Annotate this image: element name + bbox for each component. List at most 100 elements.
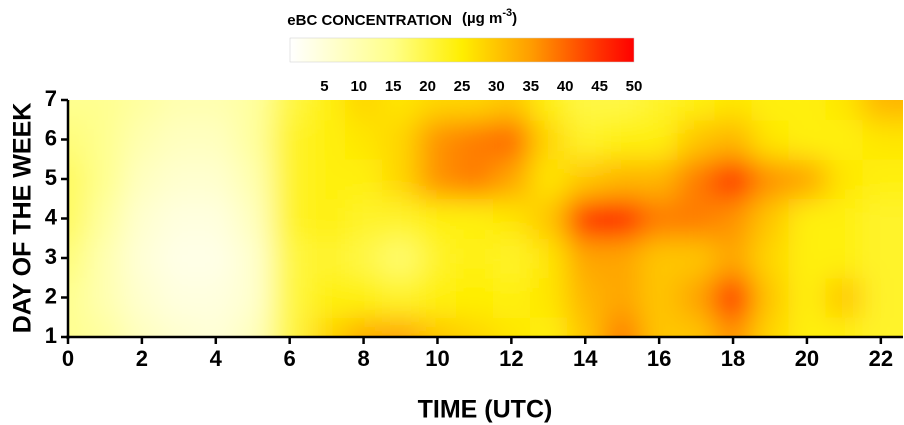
heatmap-cell xyxy=(86,277,124,318)
x-tick-label: 6 xyxy=(284,346,296,371)
heatmap-cell xyxy=(788,159,826,200)
heatmap-cell xyxy=(566,198,605,239)
heatmap-cell xyxy=(86,317,124,337)
heatmap-cell xyxy=(492,159,531,200)
y-tick-label: 5 xyxy=(45,165,57,190)
heatmap-cell xyxy=(308,277,346,318)
heatmap-cell xyxy=(714,119,753,160)
x-tick-label: 22 xyxy=(869,346,893,371)
heatmap-cell xyxy=(271,317,309,337)
y-tick-label: 2 xyxy=(45,283,57,308)
x-tick-label: 20 xyxy=(795,346,819,371)
heatmap-cell xyxy=(566,119,605,160)
heatmap-cell xyxy=(751,119,789,160)
heatmap-cell xyxy=(271,119,309,160)
heatmap-cell xyxy=(345,159,383,200)
heatmap-cell xyxy=(382,317,420,337)
heatmap-cell xyxy=(492,100,531,121)
heatmap-cell xyxy=(603,317,642,337)
heatmap-cell xyxy=(123,317,161,337)
heatmap-cell xyxy=(714,317,753,337)
heatmap-cell xyxy=(640,198,679,239)
heatmap-cell xyxy=(308,119,346,160)
heatmap-cell xyxy=(68,317,87,337)
heatmap-cell xyxy=(345,277,383,318)
heatmap-cell xyxy=(640,159,679,200)
heatmap-cell xyxy=(640,100,679,121)
heatmap-cell xyxy=(603,100,642,121)
heatmap-cell xyxy=(455,100,494,121)
heatmap-cell xyxy=(788,317,826,337)
y-tick-label: 3 xyxy=(45,244,57,269)
heatmap-cell xyxy=(529,119,568,160)
x-tick-label: 4 xyxy=(210,346,223,371)
heatmap-cell xyxy=(714,198,753,239)
heatmap-cell xyxy=(751,159,789,200)
heatmap-cell xyxy=(308,100,346,121)
heatmap-cell xyxy=(862,317,903,337)
heatmap-cell xyxy=(714,238,753,279)
heatmap-cell xyxy=(677,119,716,160)
y-tick-label: 4 xyxy=(45,204,58,229)
heatmap-cell xyxy=(418,277,457,318)
heatmap-cell xyxy=(566,317,605,337)
colorbar-tick-label: 50 xyxy=(626,78,643,95)
heatmap-cell xyxy=(492,198,531,239)
heatmap-cell xyxy=(529,198,568,239)
heatmap xyxy=(68,100,903,337)
heatmap-cell xyxy=(68,100,87,121)
heatmap-cell xyxy=(529,159,568,200)
heatmap-cell xyxy=(418,119,457,160)
heatmap-cell xyxy=(197,100,235,121)
heatmap-cell xyxy=(603,238,642,279)
colorbar-tick-label: 20 xyxy=(419,78,436,95)
colorbar-tick-label: 5 xyxy=(320,78,328,95)
heatmap-cell xyxy=(418,198,457,239)
heatmap-cell xyxy=(234,159,272,200)
heatmap-cell xyxy=(640,277,679,318)
heatmap-cell xyxy=(160,238,198,279)
heatmap-cell xyxy=(788,100,826,121)
heatmap-cell xyxy=(160,159,198,200)
heatmap-cell xyxy=(788,238,826,279)
y-tick-label: 1 xyxy=(45,323,57,348)
heatmap-cell xyxy=(234,119,272,160)
heatmap-cell xyxy=(382,119,420,160)
heatmap-cell xyxy=(86,198,124,239)
heatmap-cell xyxy=(492,119,531,160)
heatmap-cell xyxy=(714,100,753,121)
heatmap-cell xyxy=(123,119,161,160)
heatmap-cell xyxy=(566,100,605,121)
heatmap-cell xyxy=(677,317,716,337)
heatmap-cell xyxy=(455,317,494,337)
heatmap-cell xyxy=(234,277,272,318)
heatmap-cell xyxy=(455,277,494,318)
heatmap-cell xyxy=(382,198,420,239)
heatmap-cell xyxy=(234,198,272,239)
heatmap-cell xyxy=(345,198,383,239)
heatmap-cell xyxy=(271,100,309,121)
heatmap-cell xyxy=(123,100,161,121)
heatmap-cell xyxy=(862,277,903,318)
heatmap-cell xyxy=(382,277,420,318)
heatmap-cell xyxy=(714,277,753,318)
heatmap-cell xyxy=(677,100,716,121)
heatmap-cell xyxy=(68,238,87,279)
heatmap-cell xyxy=(86,100,124,121)
heatmap-cell xyxy=(197,198,235,239)
heatmap-cell xyxy=(123,198,161,239)
heatmap-cell xyxy=(566,238,605,279)
heatmap-cell xyxy=(197,277,235,318)
x-tick-label: 14 xyxy=(573,346,598,371)
heatmap-cell xyxy=(640,238,679,279)
heatmap-cell xyxy=(788,119,826,160)
y-tick-label: 6 xyxy=(45,125,57,150)
heatmap-cell xyxy=(123,159,161,200)
heatmap-cell xyxy=(640,119,679,160)
heatmap-cell xyxy=(529,100,568,121)
heatmap-cells xyxy=(68,100,903,337)
heatmap-cell xyxy=(308,198,346,239)
heatmap-cell xyxy=(86,238,124,279)
x-tick-label: 12 xyxy=(499,346,523,371)
heatmap-cell xyxy=(677,238,716,279)
